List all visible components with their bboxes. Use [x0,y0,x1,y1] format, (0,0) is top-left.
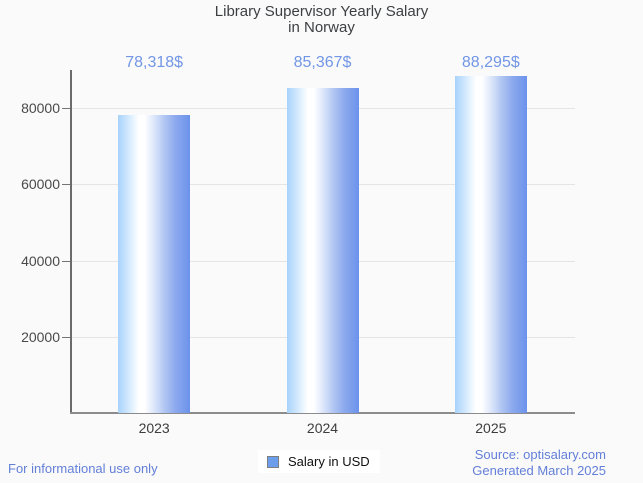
source-text: Source: optisalary.com [474,447,606,462]
y-tick-label: 20000 [21,328,60,345]
y-axis-line [70,70,72,413]
bar-2025 [454,76,527,413]
value-label-2024: 85,367$ [293,54,352,71]
legend-label: Salary in USD [288,454,370,469]
y-axis-tick [62,260,70,262]
x-tick-label-2024: 2024 [306,420,339,436]
chart-title: Library Supervisor Yearly Salary in Norw… [0,4,643,36]
chart-title-line1: Library Supervisor Yearly Salary [214,3,429,20]
value-label-2023: 78,318$ [125,54,184,71]
y-tick-label: 80000 [21,100,60,117]
y-tick-label: 40000 [21,252,60,269]
y-tick-label: 60000 [21,176,60,193]
legend: Salary in USD [258,450,380,473]
legend-swatch-icon [267,455,279,468]
generated-text: Generated March 2025 [472,462,606,478]
bar-2023 [118,114,191,413]
source-block: Source: optisalary.com Generated March 2… [472,447,606,478]
disclaimer-text: For informational use only [8,461,158,476]
bar-2024 [286,87,359,413]
chart-title-line2: in Norway [288,19,355,36]
x-tick-label-2023: 2023 [138,420,170,436]
y-axis-tick [62,184,70,186]
value-label-2025: 88,295$ [461,54,520,71]
x-tick-label-2025: 2025 [475,420,507,436]
y-axis-tick [62,108,70,110]
y-axis-tick [62,336,70,338]
x-axis-line [70,412,575,414]
